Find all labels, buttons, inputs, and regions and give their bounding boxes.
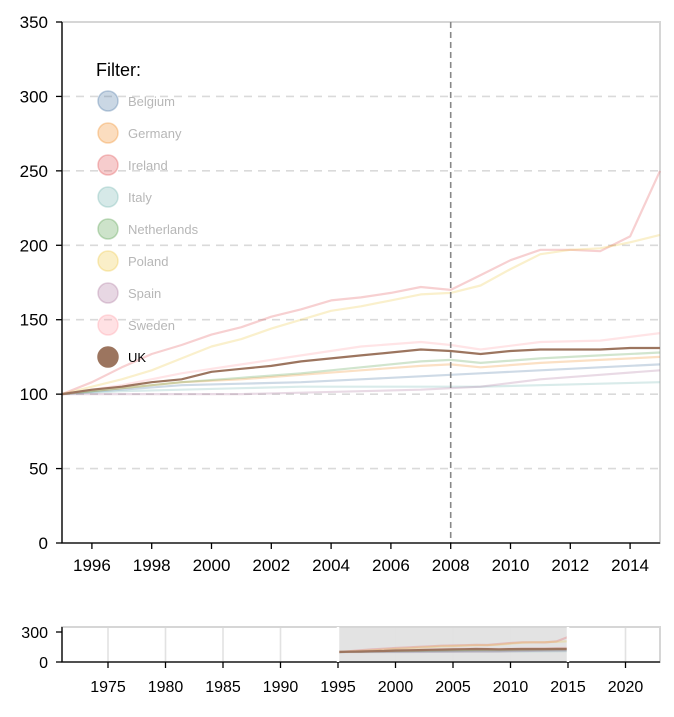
y-tick-label-100: 100	[20, 385, 48, 404]
legend-label-netherlands[interactable]: Netherlands	[128, 222, 199, 237]
legend-label-sweden[interactable]: Sweden	[128, 318, 175, 333]
context-series-ireland	[337, 635, 569, 654]
legend-swatch-germany[interactable]	[97, 122, 119, 144]
legend-label-ireland[interactable]: Ireland	[128, 158, 168, 173]
context-series-uk	[337, 647, 568, 654]
series-line-ireland	[61, 170, 662, 396]
y-tick-label-200: 200	[20, 236, 48, 255]
x-tick-label-2004: 2004	[312, 556, 350, 575]
x-tick-label-2012: 2012	[551, 556, 589, 575]
legend-swatch-ireland[interactable]	[97, 154, 119, 176]
context-y-tick-label-0: 0	[39, 655, 48, 672]
context-x-tick-label-1995: 1995	[320, 679, 356, 696]
series-line-spain	[62, 369, 661, 396]
legend-swatch-italy[interactable]	[97, 186, 119, 208]
x-tick-label-2008: 2008	[432, 556, 470, 575]
legend-item-italy[interactable]: Italy	[97, 186, 152, 208]
series-line-sweden	[61, 332, 661, 396]
y-tick-label-50: 50	[29, 460, 48, 479]
x-tick-label-2000: 2000	[193, 556, 231, 575]
legend-swatch-belgium[interactable]	[97, 90, 119, 112]
legend-label-germany[interactable]: Germany	[128, 126, 182, 141]
legend-swatch-spain[interactable]	[97, 282, 119, 304]
series-line-netherlands	[61, 351, 661, 396]
context-x-tick-label-1985: 1985	[205, 679, 241, 696]
legend-item-uk[interactable]: UK	[97, 346, 146, 368]
legend-swatch-poland[interactable]	[97, 250, 119, 272]
legend-label-belgium[interactable]: Belgium	[128, 94, 175, 109]
legend-swatch-sweden[interactable]	[97, 314, 119, 336]
context-x-tick-label-1980: 1980	[148, 679, 184, 696]
legend: Filter: Belgium Germany Ireland Italy Nether…	[96, 60, 199, 368]
legend-item-netherlands[interactable]: Netherlands	[97, 218, 199, 240]
legend-title: Filter:	[96, 60, 141, 80]
y-tick-label-300: 300	[20, 87, 48, 106]
legend-item-germany[interactable]: Germany	[97, 122, 182, 144]
context-x-tick-label-2020: 2020	[608, 679, 644, 696]
y-tick-label-250: 250	[20, 162, 48, 181]
context-x-tick-label-2000: 2000	[378, 679, 414, 696]
legend-label-spain[interactable]: Spain	[128, 286, 161, 301]
x-tick-label-2006: 2006	[372, 556, 410, 575]
legend-swatch-netherlands[interactable]	[97, 218, 119, 240]
y-tick-label-350: 350	[20, 13, 48, 32]
context-y-tick-label-300: 300	[21, 625, 48, 642]
x-tick-label-2002: 2002	[252, 556, 290, 575]
x-tick-label-1996: 1996	[73, 556, 111, 575]
series-line-italy	[61, 381, 661, 396]
main-series-layer	[61, 170, 662, 396]
legend-item-belgium[interactable]: Belgium	[97, 90, 175, 112]
x-tick-label-1998: 1998	[133, 556, 171, 575]
context-x-tick-label-2005: 2005	[435, 679, 471, 696]
legend-item-spain[interactable]: Spain	[97, 282, 161, 304]
x-tick-label-2014: 2014	[611, 556, 649, 575]
legend-item-sweden[interactable]: Sweden	[97, 314, 175, 336]
legend-swatch-uk[interactable]	[97, 346, 119, 368]
legend-item-ireland[interactable]: Ireland	[97, 154, 168, 176]
context-x-tick-label-2015: 2015	[550, 679, 586, 696]
legend-label-poland[interactable]: Poland	[128, 254, 168, 269]
main-axes: 0 50 100 150 200 250 300 350 1996 1998 2000 2002 200…	[20, 13, 660, 575]
legend-item-poland[interactable]: Poland	[97, 250, 168, 272]
context-x-tick-label-1990: 1990	[263, 679, 299, 696]
context-x-tick-label-2010: 2010	[493, 679, 529, 696]
x-tick-label-2010: 2010	[492, 556, 530, 575]
series-line-uk	[61, 346, 660, 396]
context-chart: 0 300 1975 1980 1985 1990 1995 2000 2005 2010 2015…	[21, 625, 661, 696]
y-tick-label-150: 150	[20, 311, 48, 330]
context-x-tick-label-1975: 1975	[90, 679, 126, 696]
y-tick-label-0: 0	[39, 534, 48, 553]
series-line-poland	[61, 233, 661, 396]
series-line-belgium	[61, 363, 661, 396]
main-gridlines	[62, 95, 660, 470]
legend-label-italy[interactable]: Italy	[128, 190, 152, 205]
series-line-germany	[61, 355, 661, 396]
legend-label-uk[interactable]: UK	[128, 350, 146, 365]
